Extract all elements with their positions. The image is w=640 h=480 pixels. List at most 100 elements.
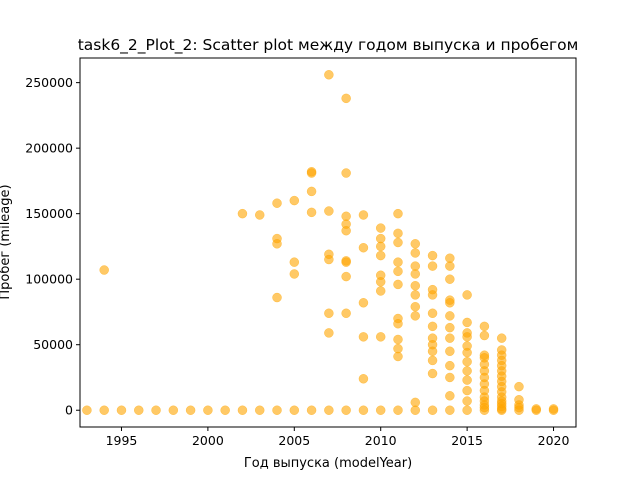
data-point xyxy=(427,321,438,332)
y-tick-label: 200000 xyxy=(25,141,73,156)
data-point xyxy=(479,330,490,341)
data-point xyxy=(514,405,524,415)
data-point xyxy=(324,308,334,319)
data-point xyxy=(445,405,455,415)
data-point xyxy=(324,254,334,265)
data-point xyxy=(306,168,317,178)
data-point xyxy=(116,405,127,415)
data-point xyxy=(375,286,386,296)
data-point xyxy=(375,332,386,342)
data-point xyxy=(531,405,541,415)
data-point xyxy=(375,223,386,233)
x-tick-label: 2015 xyxy=(451,433,483,448)
data-point xyxy=(341,308,351,319)
data-point xyxy=(410,405,421,415)
data-point xyxy=(358,298,369,308)
data-point xyxy=(82,405,92,415)
data-point xyxy=(289,195,300,206)
data-point xyxy=(289,269,300,279)
data-point xyxy=(272,198,282,208)
data-point xyxy=(410,301,421,312)
data-point xyxy=(462,356,472,367)
data-point xyxy=(427,261,438,271)
data-point xyxy=(358,242,369,253)
data-point xyxy=(358,405,369,415)
data-point xyxy=(341,271,351,282)
data-point xyxy=(462,347,472,358)
data-point xyxy=(445,311,455,321)
data-point xyxy=(168,405,179,415)
y-axis-ticks: 0 50000 100000 150000 200000 250000 xyxy=(25,75,80,418)
data-point xyxy=(151,405,161,415)
data-point xyxy=(289,257,300,267)
data-point xyxy=(324,405,334,415)
data-point xyxy=(393,208,403,219)
data-point xyxy=(220,405,230,415)
data-point xyxy=(410,239,421,249)
x-axis-label: Год выпуска (modelYear) xyxy=(244,456,412,471)
data-point xyxy=(254,405,265,415)
data-point xyxy=(375,250,386,261)
data-point xyxy=(393,279,403,290)
data-point xyxy=(341,93,351,104)
data-point xyxy=(358,210,369,220)
data-point xyxy=(410,269,421,279)
data-point xyxy=(445,274,455,284)
data-point xyxy=(324,70,334,80)
data-point xyxy=(496,333,507,343)
x-tick-label: 2010 xyxy=(365,433,397,448)
data-point xyxy=(445,298,455,308)
data-point xyxy=(445,261,455,271)
x-tick-label: 1995 xyxy=(106,433,138,448)
data-point xyxy=(427,290,438,300)
chart-title: task6_2_Plot_2: Scatter plot между годом… xyxy=(78,36,579,55)
data-point xyxy=(393,405,403,415)
data-point xyxy=(393,237,403,248)
data-point xyxy=(375,241,386,252)
x-tick-label: 2020 xyxy=(538,433,570,448)
data-points xyxy=(82,70,559,415)
data-point xyxy=(445,346,455,357)
data-point xyxy=(462,317,472,328)
data-point xyxy=(410,311,421,321)
data-point xyxy=(427,346,438,357)
data-point xyxy=(375,277,386,287)
data-point xyxy=(496,405,507,415)
data-point xyxy=(341,405,351,415)
data-point xyxy=(254,210,265,220)
data-point xyxy=(445,333,455,343)
data-point xyxy=(410,290,421,300)
data-point xyxy=(306,405,317,415)
data-point xyxy=(462,396,472,406)
data-point xyxy=(393,228,403,239)
data-point xyxy=(514,381,524,392)
data-point xyxy=(324,328,334,338)
data-point xyxy=(289,405,300,415)
data-point xyxy=(462,366,472,376)
data-point xyxy=(272,239,282,249)
data-point xyxy=(427,405,438,415)
data-point xyxy=(272,405,282,415)
data-point xyxy=(185,405,196,415)
data-point xyxy=(324,206,334,216)
data-point xyxy=(445,372,455,383)
data-point xyxy=(341,225,351,236)
plot-frame xyxy=(79,57,577,428)
x-tick-label: 2005 xyxy=(278,433,310,448)
data-point xyxy=(445,391,455,401)
data-point xyxy=(548,405,559,415)
y-tick-label: 100000 xyxy=(25,272,73,287)
y-tick-label: 50000 xyxy=(33,337,73,352)
x-axis-ticks: 1995 2000 2005 2010 2015 2020 xyxy=(106,427,570,448)
data-point xyxy=(445,322,455,333)
data-point xyxy=(99,265,109,275)
data-point xyxy=(462,375,472,385)
data-point xyxy=(272,292,282,303)
data-point xyxy=(462,332,472,342)
data-point xyxy=(393,334,403,345)
data-point xyxy=(393,351,403,362)
data-point xyxy=(237,208,248,219)
data-point xyxy=(393,257,403,267)
